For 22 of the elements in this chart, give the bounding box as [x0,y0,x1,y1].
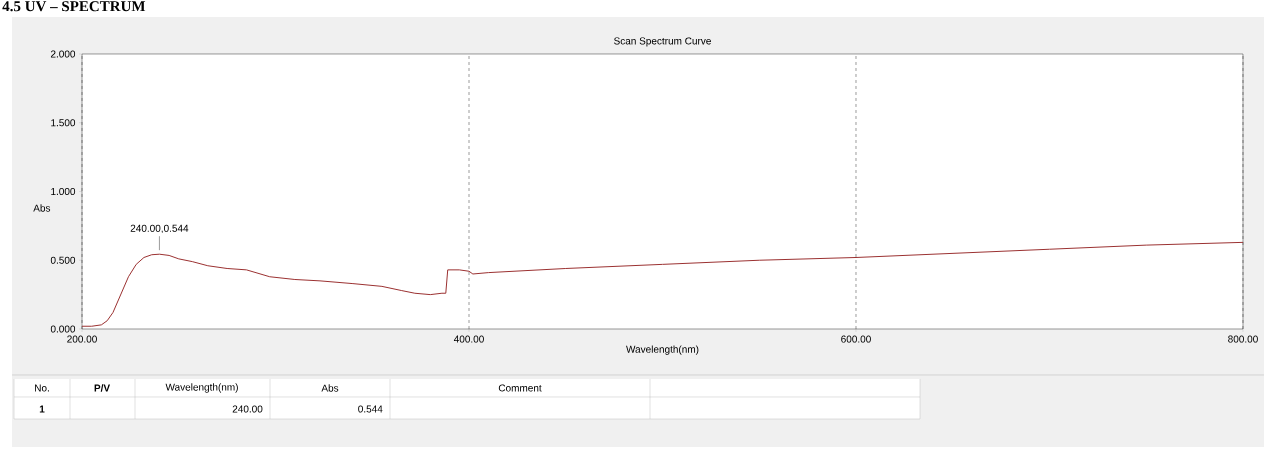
y-tick-label: 1.000 [51,187,76,196]
annotation: 240.00,0.544 [130,224,189,233]
chart-title: 4.5 UV – SPECTRUM [2,1,146,12]
text: Abs [321,384,339,392]
x-tick-label: 200.00 [67,335,97,343]
chart-subtitle: Scan Spectrum Curve [614,37,711,47]
x-tick-label: 600.00 [841,335,871,343]
y-tick-label: 2.000 [50,50,76,58]
text: P/V [94,384,111,392]
text: 1 [39,405,45,413]
x-tick-label: 800.00 [1228,335,1258,343]
x-axis-title: Wavelength(nm) [626,345,699,355]
y-tick-label: 0.500 [50,256,76,264]
text: Comment [498,384,542,392]
y-tick-label: 1.500 [51,119,76,127]
y-axis-title: Abs [33,204,51,212]
x-tick-label: 400.00 [453,335,484,343]
text: Wavelength(nm) [165,383,238,393]
y-tick-label: 0.000 [50,325,76,333]
text: 240.00 [232,405,263,413]
text: 0.544 [358,405,383,413]
text: No. [35,384,49,392]
